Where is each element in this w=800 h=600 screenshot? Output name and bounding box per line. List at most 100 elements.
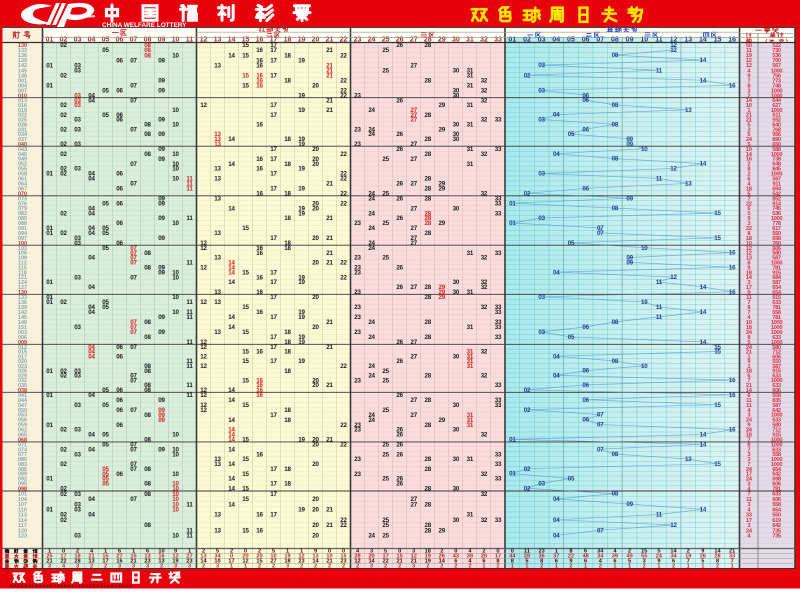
svg-text:03: 03 [74,92,81,99]
svg-text:03: 03 [74,240,81,247]
svg-text:633: 633 [772,300,782,306]
svg-text:3: 3 [48,564,51,570]
svg-text:01: 01 [46,476,53,483]
svg-text:6: 6 [454,559,457,565]
svg-text:14: 14 [312,559,319,565]
svg-text:19: 19 [298,92,305,99]
svg-text:038: 038 [18,388,27,394]
svg-text:14: 14 [228,437,235,444]
svg-text:09: 09 [158,407,165,414]
svg-text:10: 10 [172,432,179,439]
svg-text:32: 32 [481,304,488,311]
svg-text:33: 33 [495,195,502,202]
svg-text:14: 14 [228,279,235,286]
svg-text:28: 28 [425,319,432,326]
svg-text:13: 13 [158,559,164,565]
svg-text:4: 4 [747,68,751,74]
svg-text:31: 31 [467,417,474,424]
svg-text:22: 22 [340,422,347,429]
svg-text:14: 14 [714,549,721,555]
svg-text:07: 07 [597,527,604,534]
svg-text:03: 03 [538,117,545,124]
svg-text:23: 23 [354,141,361,148]
svg-text:4: 4 [747,315,751,321]
svg-text:2: 2 [398,564,401,570]
svg-text:2: 2 [104,564,107,570]
svg-text:12: 12 [670,274,677,281]
svg-text:30: 30 [453,456,460,463]
svg-text:20: 20 [242,554,248,560]
svg-text:21: 21 [326,437,333,444]
svg-text:26: 26 [396,481,403,488]
svg-text:017: 017 [18,354,27,360]
svg-text:3: 3 [643,559,646,565]
svg-text:22: 22 [340,171,347,178]
svg-text:20: 20 [312,496,319,503]
svg-text:28: 28 [425,230,432,237]
svg-text:06: 06 [116,240,123,247]
svg-text:13: 13 [214,141,221,148]
svg-text:14: 14 [228,136,235,143]
svg-text:2: 2 [258,549,261,555]
svg-text:12: 12 [242,559,248,565]
svg-text:04: 04 [88,496,95,503]
svg-text:3: 3 [747,280,751,286]
svg-text:091: 091 [18,226,27,232]
svg-text:14: 14 [700,57,707,64]
svg-text:28: 28 [354,554,360,560]
svg-text:23: 23 [354,264,361,271]
svg-text:121: 121 [18,275,27,281]
svg-text:0: 0 [454,549,457,555]
svg-text:04: 04 [553,372,560,379]
svg-text:8: 8 [540,559,543,565]
svg-text:28: 28 [425,456,432,463]
svg-text:8: 8 [747,442,751,448]
svg-text:7: 7 [747,462,750,468]
svg-text:14: 14 [228,314,235,321]
svg-text:07: 07 [597,230,604,237]
svg-text:27: 27 [116,554,122,560]
svg-text:04: 04 [88,225,95,232]
svg-text:27: 27 [186,554,192,560]
svg-text:1: 1 [747,354,751,360]
svg-text:21: 21 [326,215,333,222]
svg-text:20: 20 [312,437,319,444]
svg-text:18: 18 [284,329,291,336]
svg-text:39: 39 [467,554,473,560]
svg-text:06: 06 [116,353,123,360]
svg-text:08: 08 [144,522,151,529]
svg-text:36: 36 [539,554,545,560]
svg-text:31: 31 [467,412,474,419]
svg-text:03: 03 [74,533,81,540]
svg-text:04: 04 [553,496,560,503]
svg-text:33: 33 [495,146,502,153]
svg-text:07: 07 [130,250,137,257]
svg-text:16: 16 [256,382,263,389]
svg-text:2: 2 [272,564,275,570]
svg-text:064: 064 [18,181,27,187]
svg-text:17: 17 [228,559,234,565]
svg-text:05: 05 [102,466,109,473]
svg-text:4: 4 [599,559,603,565]
svg-text:28: 28 [424,37,432,44]
svg-text:106: 106 [18,251,27,257]
svg-text:26: 26 [439,554,445,560]
svg-text:25: 25 [382,368,389,375]
svg-text:109: 109 [18,256,27,262]
svg-text:23: 23 [539,549,545,555]
svg-text:33: 33 [495,451,502,458]
svg-text:02: 02 [60,517,67,524]
svg-text:28: 28 [425,77,432,84]
svg-text:26: 26 [396,97,403,104]
svg-text:05: 05 [567,37,575,44]
svg-text:6: 6 [555,559,558,565]
svg-text:26: 26 [396,476,403,483]
svg-text:748: 748 [772,83,782,89]
svg-text:27: 27 [410,141,417,148]
svg-text:32: 32 [481,117,488,124]
svg-text:3: 3 [174,564,177,570]
svg-text:558: 558 [772,502,782,508]
svg-text:28: 28 [425,422,432,429]
svg-text:0: 0 [62,549,65,555]
svg-text:5: 5 [701,559,704,565]
